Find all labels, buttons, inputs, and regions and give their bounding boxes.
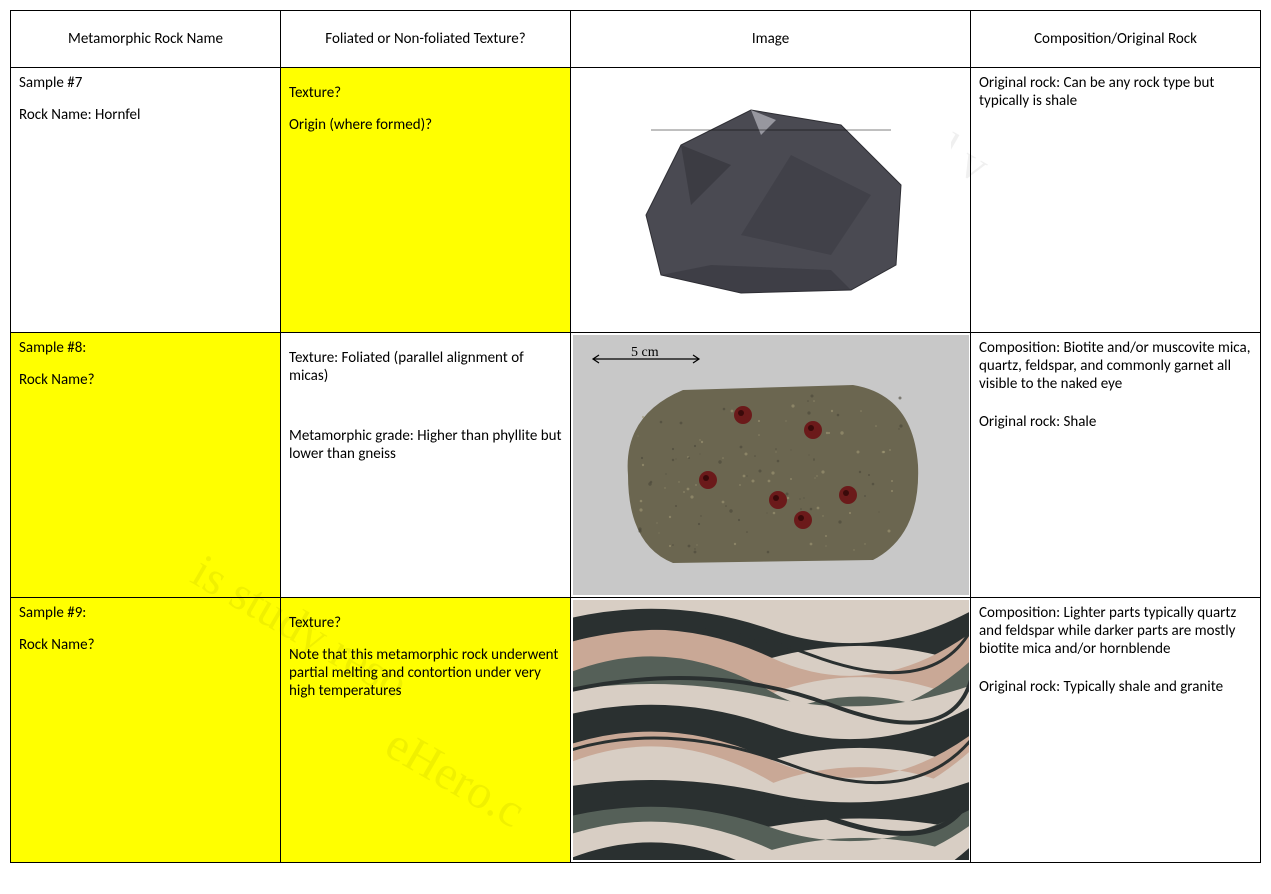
cell-rock-name: Sample #7 Rock Name: Hornfel xyxy=(11,68,281,333)
rock-name-label: Rock Name? xyxy=(19,371,272,389)
cell-rock-name: Sample #8: Rock Name? xyxy=(11,333,281,598)
table-row: Sample #7 Rock Name: Hornfel Texture? Orig… xyxy=(11,68,1261,333)
cell-texture: Texture? Origin (where formed)? xyxy=(281,68,571,333)
table-row: Sample #8: Rock Name?Texture: Foliated (… xyxy=(11,333,1261,598)
composition-line: Original rock: Shale xyxy=(979,413,1252,431)
cell-rock-name: Sample #9: Rock Name? xyxy=(11,598,281,863)
composition-line: Original rock: Can be any rock type but … xyxy=(979,74,1252,110)
header-name: Metamorphic Rock Name xyxy=(11,11,281,68)
texture-line: Texture: Foliated (parallel alignment of… xyxy=(289,349,562,385)
texture-line: Metamorphic grade: Higher than phyllite … xyxy=(289,427,562,463)
cell-composition: Composition: Lighter parts typically qua… xyxy=(971,598,1261,863)
composition-line: Original rock: Typically shale and grani… xyxy=(979,678,1252,696)
table-header-row: Metamorphic Rock Name Foliated or Non-fo… xyxy=(11,11,1261,68)
rock-table: Metamorphic Rock Name Foliated or Non-fo… xyxy=(10,10,1261,863)
cell-composition: Original rock: Can be any rock type but … xyxy=(971,68,1261,333)
texture-line: Note that this metamorphic rock underwen… xyxy=(289,646,562,700)
sample-label: Sample #7 xyxy=(19,74,272,92)
rock-image-gneiss xyxy=(573,600,969,860)
header-image: Image xyxy=(571,11,971,68)
composition-line: Composition: Lighter parts typically qua… xyxy=(979,604,1252,658)
rock-image-schist xyxy=(573,335,969,595)
texture-line: Texture? xyxy=(289,614,562,632)
table-row: Sample #9: Rock Name? Texture? Note that t… xyxy=(11,598,1261,863)
sample-label: Sample #8: xyxy=(19,339,272,357)
cell-image xyxy=(571,68,971,333)
texture-line: Texture? xyxy=(289,84,562,102)
cell-texture: Texture: Foliated (parallel alignment of… xyxy=(281,333,571,598)
texture-line: Origin (where formed)? xyxy=(289,116,562,134)
cell-texture: Texture? Note that this metamorphic rock … xyxy=(281,598,571,863)
rock-name-label: Rock Name? xyxy=(19,636,272,654)
cell-composition: Composition: Biotite and/or muscovite mi… xyxy=(971,333,1261,598)
scale-label: 5 cm xyxy=(631,345,659,361)
header-composition: Composition/Original Rock xyxy=(971,11,1261,68)
composition-line: Composition: Biotite and/or muscovite mi… xyxy=(979,339,1252,393)
header-texture: Foliated or Non-foliated Texture? xyxy=(281,11,571,68)
rock-name-label: Rock Name: Hornfel xyxy=(19,106,272,124)
rock-image-hornfel xyxy=(591,75,951,325)
sample-label: Sample #9: xyxy=(19,604,272,622)
cell-image xyxy=(571,598,971,863)
cell-image: 5 cm xyxy=(571,333,971,598)
